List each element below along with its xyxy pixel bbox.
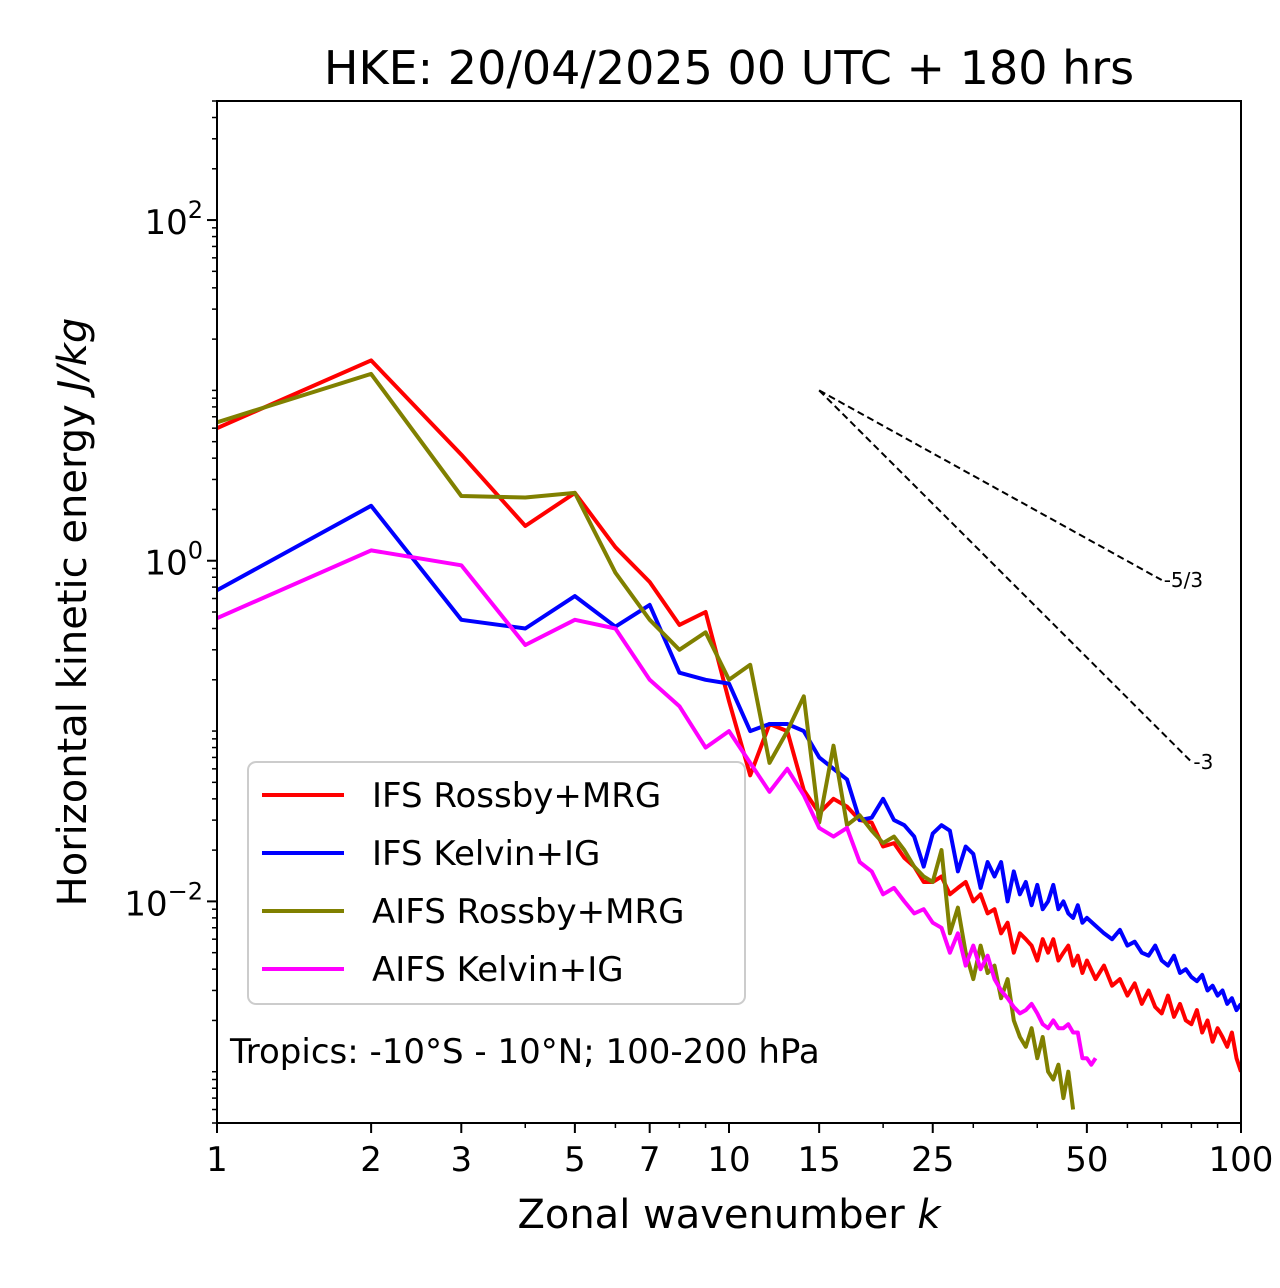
y-axis-label: Horizontal kinetic energy J/kg xyxy=(50,318,96,907)
x-tick-label: 25 xyxy=(911,1140,954,1180)
legend-label: AIFS Kelvin+IG xyxy=(372,950,624,990)
x-axis-label: Zonal wavenumber k xyxy=(517,1192,942,1238)
series-line xyxy=(217,503,1241,1013)
x-tick-label: 5 xyxy=(564,1140,586,1180)
x-tick-label: 7 xyxy=(639,1140,661,1180)
x-tick-label: 3 xyxy=(450,1140,472,1180)
x-tick-label: 100 xyxy=(1209,1140,1274,1180)
reference-slope-line xyxy=(818,389,1163,581)
series-line xyxy=(217,548,1098,1067)
legend-label: AIFS Rossby+MRG xyxy=(372,892,684,932)
x-tick-label: 50 xyxy=(1065,1140,1108,1180)
legend-label: IFS Rossby+MRG xyxy=(372,776,661,816)
y-tick-label: 10−2 xyxy=(124,877,203,924)
x-tick-label: 10 xyxy=(707,1140,750,1180)
legend-box xyxy=(247,761,746,1005)
y-tick-label: 102 xyxy=(144,196,203,243)
slope-label: -3 xyxy=(1193,750,1213,774)
y-axis-ticks: 102 100 10−2 xyxy=(124,100,217,1124)
x-tick-label: 1 xyxy=(206,1140,228,1180)
series-line xyxy=(217,358,1241,1073)
chart-title: HKE: 20/04/2025 00 UTC + 180 hrs xyxy=(324,41,1134,95)
x-tick-label: 2 xyxy=(360,1140,382,1180)
x-tick-label: 15 xyxy=(798,1140,841,1180)
slope-label: -5/3 xyxy=(1164,568,1203,592)
legend-label: IFS Kelvin+IG xyxy=(372,834,600,874)
series-line xyxy=(217,371,1076,1110)
reference-slope-lines xyxy=(818,389,1193,763)
region-annotation: Tropics: -10°S - 10°N; 100-200 hPa xyxy=(229,1032,820,1072)
x-axis-ticks: 1 2 3 5 7 10 15 25 50 100 xyxy=(206,1123,1273,1180)
reference-slope-line xyxy=(818,389,1193,763)
slope-labels: -5/3 -3 xyxy=(1164,568,1214,774)
y-tick-label: 100 xyxy=(144,537,203,584)
series-lines xyxy=(217,358,1241,1110)
legend: IFS Rossby+MRG IFS Kelvin+IG AIFS Rossby+M… xyxy=(247,761,746,1005)
